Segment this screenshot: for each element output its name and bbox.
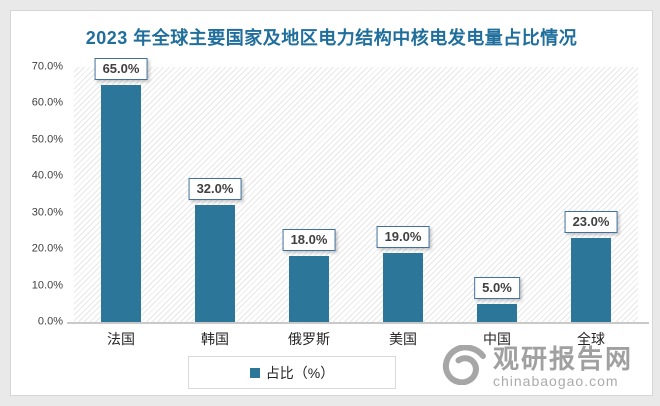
bar-value-label: 5.0% [474,276,520,299]
chart-title: 2023 年全球主要国家及地区电力结构中核电发电量占比情况 [85,28,578,48]
y-tick-label: 50.0% [31,133,63,146]
bar-value-label: 65.0% [94,58,148,81]
x-tick-label: 全球 [577,331,605,347]
watermark-site-name: 观研报告网 [493,344,634,374]
y-tick-label: 60.0% [31,96,63,109]
y-tick-label: 10.0% [31,279,63,292]
bar [101,85,141,322]
legend-label: 占比（%） [265,364,335,381]
watermark-text: 观研报告网 chinabaogao.com [493,345,633,389]
y-tick-label: 30.0% [31,206,63,219]
legend: 占比（%） [188,356,396,389]
x-tick-label: 法国 [107,331,135,347]
bar-value-label: 23.0% [564,211,618,234]
plot-area: 65.0% 32.0% 18.0% 19.0% 5.0% 23.0% [74,58,638,322]
y-axis: 0.0% 10.0% 20.0% 30.0% 40.0% 50.0% 60.0% 70.0% [11,61,63,327]
bar [383,252,423,322]
bar [477,303,517,322]
bar [289,256,329,322]
y-tick-label: 20.0% [31,242,63,255]
y-tick-label: 70.0% [31,60,63,73]
watermark-logo-icon [442,345,486,385]
x-tick-label: 俄罗斯 [288,331,330,347]
bar-value-label: 18.0% [282,229,336,252]
x-tick-label: 中国 [483,331,511,347]
x-axis-line [67,322,649,324]
x-tick-label: 韩国 [201,331,229,347]
y-tick-label: 0.0% [37,315,63,328]
y-tick-label: 40.0% [31,169,63,182]
bar [571,238,611,322]
x-axis: 法国 韩国 俄罗斯 美国 中国 全球 [74,329,638,349]
bar [195,205,235,322]
bar-value-label: 19.0% [376,225,430,248]
chart-card: 2023 年全球主要国家及地区电力结构中核电发电量占比情况 0.0% 10.0% 2… [10,10,653,396]
watermark-site-url: chinabaogao.com [493,373,619,389]
watermark: 观研报告网 chinabaogao.com [441,345,633,389]
x-tick-label: 美国 [389,331,417,347]
bar-value-label: 32.0% [188,178,242,201]
legend-swatch-icon [249,367,260,378]
